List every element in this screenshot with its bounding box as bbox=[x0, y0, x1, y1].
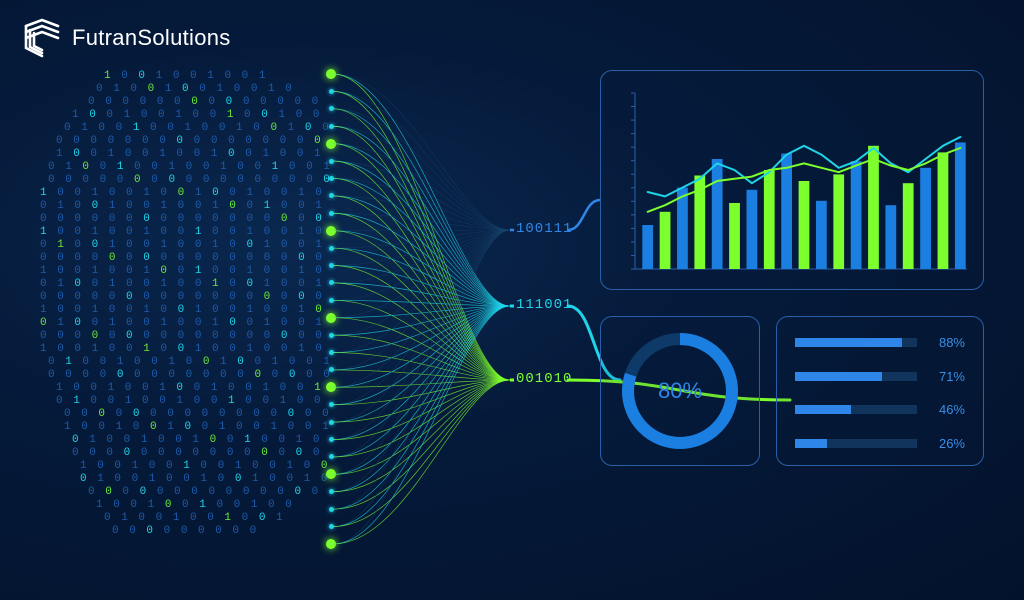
progress-fill bbox=[795, 439, 827, 448]
node-small bbox=[329, 507, 334, 512]
progress-track bbox=[795, 338, 917, 347]
progress-label: 46% bbox=[929, 402, 965, 417]
binary-data-field: 1 0 0 1 0 0 1 0 0 1 0 1 0 0 1 0 0 1 0 0 … bbox=[40, 70, 330, 550]
node-column bbox=[322, 74, 340, 546]
node-small bbox=[329, 89, 334, 94]
node-large bbox=[326, 139, 336, 149]
node-small bbox=[329, 159, 334, 164]
progress-bar-row: 26% bbox=[795, 436, 965, 451]
node-small bbox=[329, 350, 334, 355]
brand-logo: FutranSolutions bbox=[22, 18, 231, 58]
node-large bbox=[326, 69, 336, 79]
progress-label: 88% bbox=[929, 335, 965, 350]
node-small bbox=[329, 524, 334, 529]
node-large bbox=[326, 382, 336, 392]
donut-chart-panel: 80% bbox=[600, 316, 760, 466]
node-small bbox=[329, 263, 334, 268]
node-small bbox=[329, 211, 334, 216]
progress-label: 26% bbox=[929, 436, 965, 451]
node-small bbox=[329, 437, 334, 442]
progress-fill bbox=[795, 372, 882, 381]
progress-fill bbox=[795, 338, 902, 347]
node-small bbox=[329, 298, 334, 303]
progress-bar-row: 46% bbox=[795, 402, 965, 417]
progress-track bbox=[795, 439, 917, 448]
converge-label-2: 001010 bbox=[516, 371, 572, 387]
progress-track bbox=[795, 372, 917, 381]
node-large bbox=[326, 313, 336, 323]
node-small bbox=[329, 124, 334, 129]
bar-line-chart bbox=[619, 85, 971, 279]
brand-name: FutranSolutions bbox=[72, 25, 231, 51]
bar-line-chart-panel bbox=[600, 70, 984, 290]
converge-label-0: 100111 bbox=[516, 221, 572, 237]
node-small bbox=[329, 489, 334, 494]
progress-bar-row: 71% bbox=[795, 369, 965, 384]
node-small bbox=[329, 280, 334, 285]
node-small bbox=[329, 106, 334, 111]
node-small bbox=[329, 333, 334, 338]
node-small bbox=[329, 176, 334, 181]
progress-bars-panel: 88% 71% 46% 26% bbox=[776, 316, 984, 466]
node-small bbox=[329, 193, 334, 198]
logo-mark-icon bbox=[22, 18, 62, 58]
progress-track bbox=[795, 405, 917, 414]
node-small bbox=[329, 454, 334, 459]
progress-bar-row: 88% bbox=[795, 335, 965, 350]
node-large bbox=[326, 469, 336, 479]
converge-label-1: 111001 bbox=[516, 297, 572, 313]
node-large bbox=[326, 539, 336, 549]
donut-value-label: 80% bbox=[658, 378, 702, 404]
node-small bbox=[329, 367, 334, 372]
node-large bbox=[326, 226, 336, 236]
progress-fill bbox=[795, 405, 851, 414]
node-small bbox=[329, 246, 334, 251]
progress-label: 71% bbox=[929, 369, 965, 384]
node-small bbox=[329, 420, 334, 425]
node-small bbox=[329, 402, 334, 407]
